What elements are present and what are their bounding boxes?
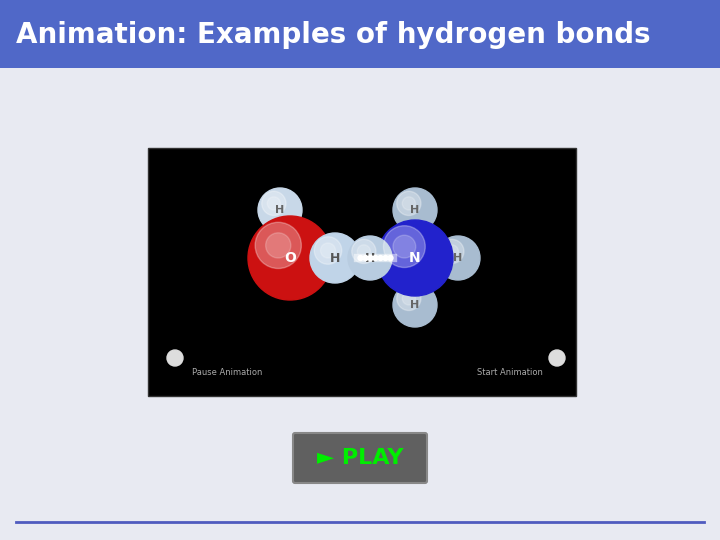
Circle shape: [388, 255, 393, 260]
Bar: [148, 148, 576, 396]
Circle shape: [248, 216, 332, 300]
Circle shape: [397, 286, 421, 310]
Circle shape: [549, 350, 565, 366]
Circle shape: [377, 220, 453, 296]
Circle shape: [310, 233, 360, 283]
Text: H: H: [365, 252, 375, 265]
Circle shape: [402, 292, 415, 305]
Circle shape: [262, 191, 286, 215]
Circle shape: [357, 245, 371, 258]
Circle shape: [393, 188, 437, 232]
Circle shape: [440, 239, 464, 264]
Circle shape: [314, 237, 342, 264]
Circle shape: [258, 188, 302, 232]
Circle shape: [378, 255, 383, 260]
Circle shape: [352, 239, 376, 264]
Circle shape: [167, 350, 183, 366]
Circle shape: [373, 255, 378, 260]
Circle shape: [397, 191, 421, 215]
Circle shape: [358, 255, 363, 260]
Text: H: H: [410, 205, 420, 215]
Circle shape: [393, 283, 437, 327]
FancyBboxPatch shape: [293, 433, 427, 483]
Circle shape: [368, 255, 373, 260]
Bar: [0, 0, 720, 68]
Circle shape: [436, 236, 480, 280]
Circle shape: [384, 226, 426, 267]
Text: Pause Animation: Pause Animation: [192, 368, 262, 377]
Circle shape: [393, 235, 415, 258]
Text: H: H: [454, 253, 463, 263]
Circle shape: [348, 236, 392, 280]
Circle shape: [267, 197, 281, 210]
Circle shape: [266, 233, 291, 258]
Circle shape: [363, 255, 368, 260]
Circle shape: [255, 222, 302, 268]
Text: ► PLAY: ► PLAY: [317, 448, 403, 468]
Text: O: O: [284, 251, 296, 265]
Text: N: N: [409, 251, 420, 265]
Circle shape: [320, 243, 336, 258]
Text: Start Animation: Start Animation: [477, 368, 543, 377]
Circle shape: [402, 197, 415, 210]
Circle shape: [383, 255, 388, 260]
Text: H: H: [410, 300, 420, 310]
Circle shape: [445, 245, 459, 258]
Text: H: H: [330, 252, 340, 265]
Text: Animation: Examples of hydrogen bonds: Animation: Examples of hydrogen bonds: [16, 22, 651, 49]
Text: H: H: [275, 205, 284, 215]
